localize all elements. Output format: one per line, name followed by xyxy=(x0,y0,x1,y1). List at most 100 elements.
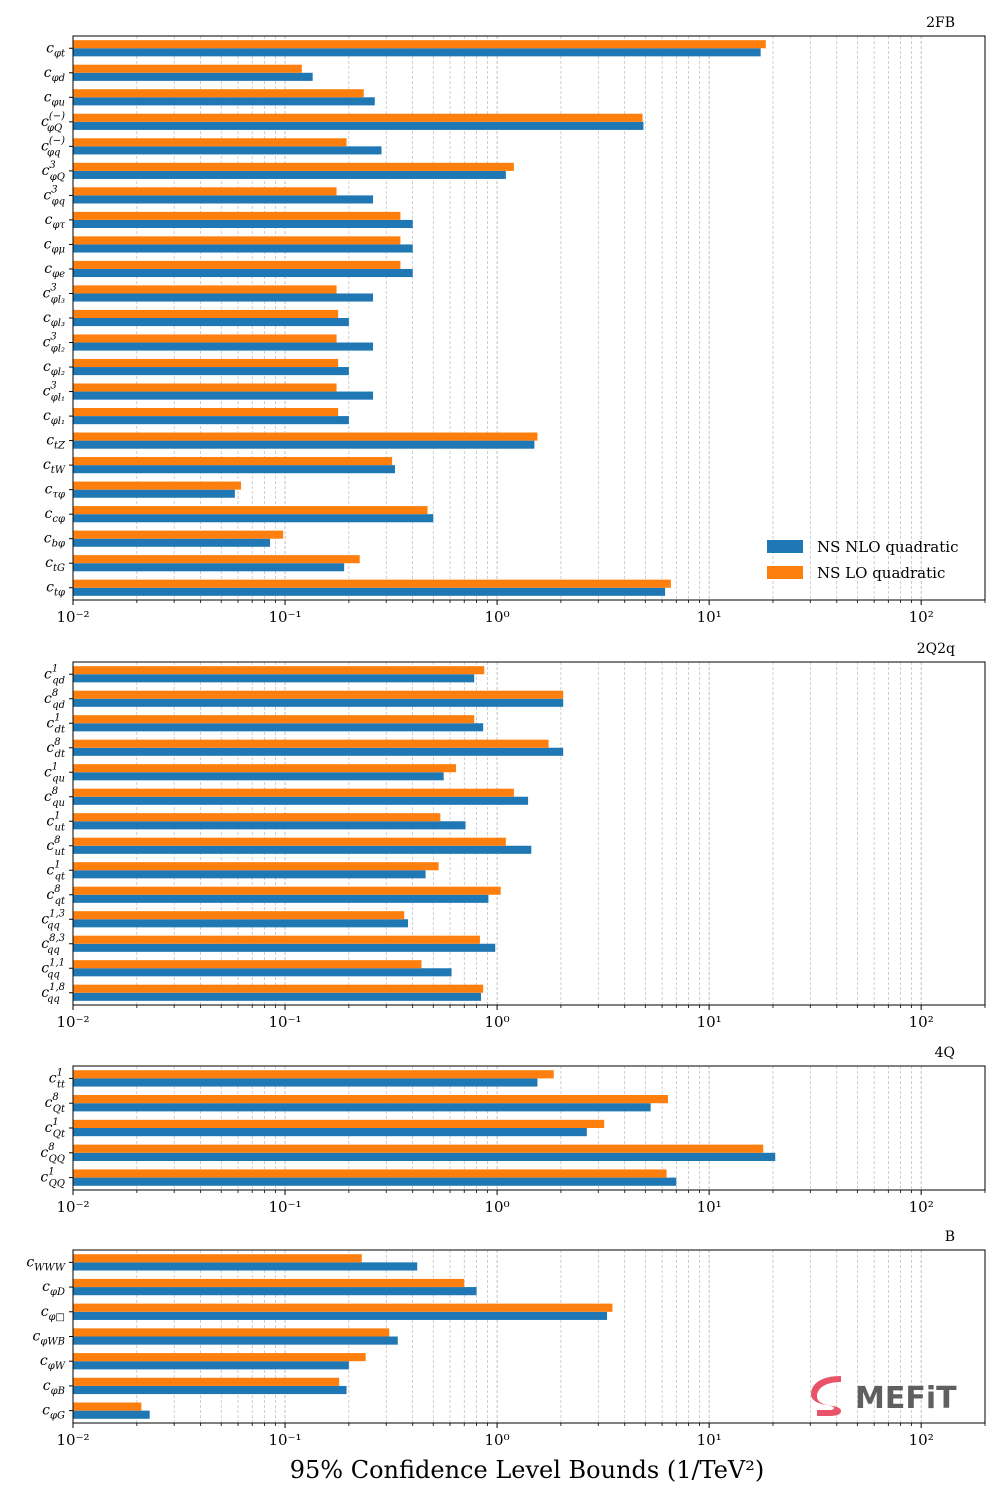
bar-lo-c8QQ xyxy=(73,1144,764,1153)
y-tick-label: c8 qu xyxy=(44,786,65,809)
y-tick-label: cτφ xyxy=(45,482,65,501)
legend-swatch xyxy=(767,540,803,553)
bar-lo-ctG xyxy=(73,555,360,564)
x-tick-label: 10¹ xyxy=(697,1431,722,1449)
bar-nlo-c3φl3 xyxy=(73,293,374,302)
bar-nlo-c1,8qq xyxy=(73,992,482,1001)
y-tick-label: c3 φQ xyxy=(42,160,65,183)
x-tick-label: 10⁻² xyxy=(56,1431,89,1449)
bar-lo-cφμ xyxy=(73,236,401,245)
bar-nlo-c8Qt xyxy=(73,1103,651,1112)
x-tick-label: 10⁻¹ xyxy=(269,608,302,626)
bar-nlo-c1qu xyxy=(73,772,444,781)
mefit-logo: MEFiT xyxy=(811,1376,957,1416)
bar-lo-cφD xyxy=(73,1278,465,1288)
y-tick-label: ccφ xyxy=(45,506,65,525)
bar-lo-cφτ xyxy=(73,211,401,220)
bar-lo-cφu xyxy=(73,89,364,98)
panel-title: B xyxy=(945,1229,955,1245)
bar-nlo-c8qt xyxy=(73,894,489,903)
bar-lo-c(−)φq xyxy=(73,138,347,147)
bar-nlo-ctφ xyxy=(73,587,666,596)
logo-text: MEFiT xyxy=(855,1381,957,1416)
bar-nlo-c1QQ xyxy=(73,1177,677,1186)
x-tick-label: 10⁻¹ xyxy=(269,1198,302,1216)
x-tick-label: 10⁻¹ xyxy=(269,1013,302,1031)
y-tick-label: cφG xyxy=(42,1403,65,1422)
x-axis-label: 95% Confidence Level Bounds (1/TeV²) xyxy=(290,1456,764,1484)
bar-lo-cφe xyxy=(73,260,401,269)
bar-nlo-ctW xyxy=(73,465,395,474)
bar-lo-cφWB xyxy=(73,1328,390,1337)
x-tick-label: 10⁻² xyxy=(56,608,89,626)
y-tick-label: cφt xyxy=(46,40,66,59)
y-tick-label: c1 dt xyxy=(46,712,66,735)
bar-nlo-cφ□ xyxy=(73,1311,608,1320)
bar-nlo-c8,3qq xyxy=(73,943,496,952)
bar-nlo-cφD xyxy=(73,1287,477,1296)
panel-title: 2Q2q xyxy=(917,641,955,657)
bar-lo-c1tt xyxy=(73,1070,554,1079)
y-tick-label: cφμ xyxy=(44,236,65,255)
y-tick-label: cWWW xyxy=(26,1254,65,1273)
panel-title: 2FB xyxy=(926,15,955,31)
y-tick-label: c8 ut xyxy=(46,835,66,858)
bar-lo-cφG xyxy=(73,1402,142,1411)
bar-nlo-c3φq xyxy=(73,195,374,204)
bar-lo-c1qu xyxy=(73,764,456,773)
y-tick-label: cφW xyxy=(40,1353,66,1372)
bar-nlo-c3φl1 xyxy=(73,391,374,400)
x-tick-label: 10⁰ xyxy=(485,1198,510,1216)
bar-lo-cbφ xyxy=(73,530,284,539)
bar-lo-c8qd xyxy=(73,690,564,699)
y-tick-label: c8 QQ xyxy=(40,1142,65,1165)
bar-nlo-c1qt xyxy=(73,870,426,879)
y-tick-label: cφu xyxy=(44,89,65,108)
bar-lo-c1QQ xyxy=(73,1169,667,1178)
bar-lo-c3φl1 xyxy=(73,383,337,392)
bar-nlo-cφl2 xyxy=(73,367,349,376)
y-tick-label: c(−) φq xyxy=(41,135,65,158)
axes-frame xyxy=(72,661,986,1006)
bar-lo-c8dt xyxy=(73,739,549,748)
x-tick-label: 10² xyxy=(909,1431,934,1449)
y-tick-label: cbφ xyxy=(44,531,65,550)
x-tick-label: 10¹ xyxy=(697,1013,722,1031)
y-tick-label: c1,3 qq xyxy=(41,908,65,931)
y-tick-label: c1 Qt xyxy=(45,1117,66,1140)
bar-lo-c3φQ xyxy=(73,162,514,171)
bar-lo-cφW xyxy=(73,1353,366,1362)
bar-nlo-c1,3qq xyxy=(73,919,408,928)
bar-lo-c(−)φQ xyxy=(73,113,643,122)
y-tick-label: c(−) φQ xyxy=(41,111,65,134)
bar-lo-ctφ xyxy=(73,579,671,588)
bar-nlo-cφτ xyxy=(73,219,413,229)
bar-nlo-c8qd xyxy=(73,698,564,707)
bar-nlo-ccφ xyxy=(73,514,434,523)
x-tick-label: 10⁻² xyxy=(56,1198,89,1216)
bar-nlo-c8QQ xyxy=(73,1152,776,1161)
bar-nlo-cφt xyxy=(73,48,761,57)
y-tick-label: c8 qd xyxy=(44,688,65,711)
y-tick-label: c3 φl₁ xyxy=(43,381,65,404)
bar-nlo-cτφ xyxy=(73,489,235,498)
y-tick-label: c8,3 qq xyxy=(41,933,65,956)
legend: NS NLO quadratic NS LO quadratic xyxy=(767,538,958,582)
bar-nlo-c(−)φQ xyxy=(73,121,644,130)
y-tick-label: cφD xyxy=(42,1279,65,1298)
bar-lo-cφl3 xyxy=(73,309,339,318)
bar-lo-c8,3qq xyxy=(73,935,480,944)
bar-nlo-cWWW xyxy=(73,1262,418,1271)
y-tick-label: cφl₃ xyxy=(43,310,65,329)
x-tick-label: 10² xyxy=(909,1198,934,1216)
y-tick-label: cφWB xyxy=(33,1329,65,1348)
bar-lo-c1dt xyxy=(73,715,475,724)
x-tick-label: 10⁰ xyxy=(485,1431,510,1449)
bar-lo-cφl2 xyxy=(73,358,339,368)
y-tick-label: c8 Qt xyxy=(45,1092,66,1115)
bar-lo-cφ□ xyxy=(73,1303,613,1312)
